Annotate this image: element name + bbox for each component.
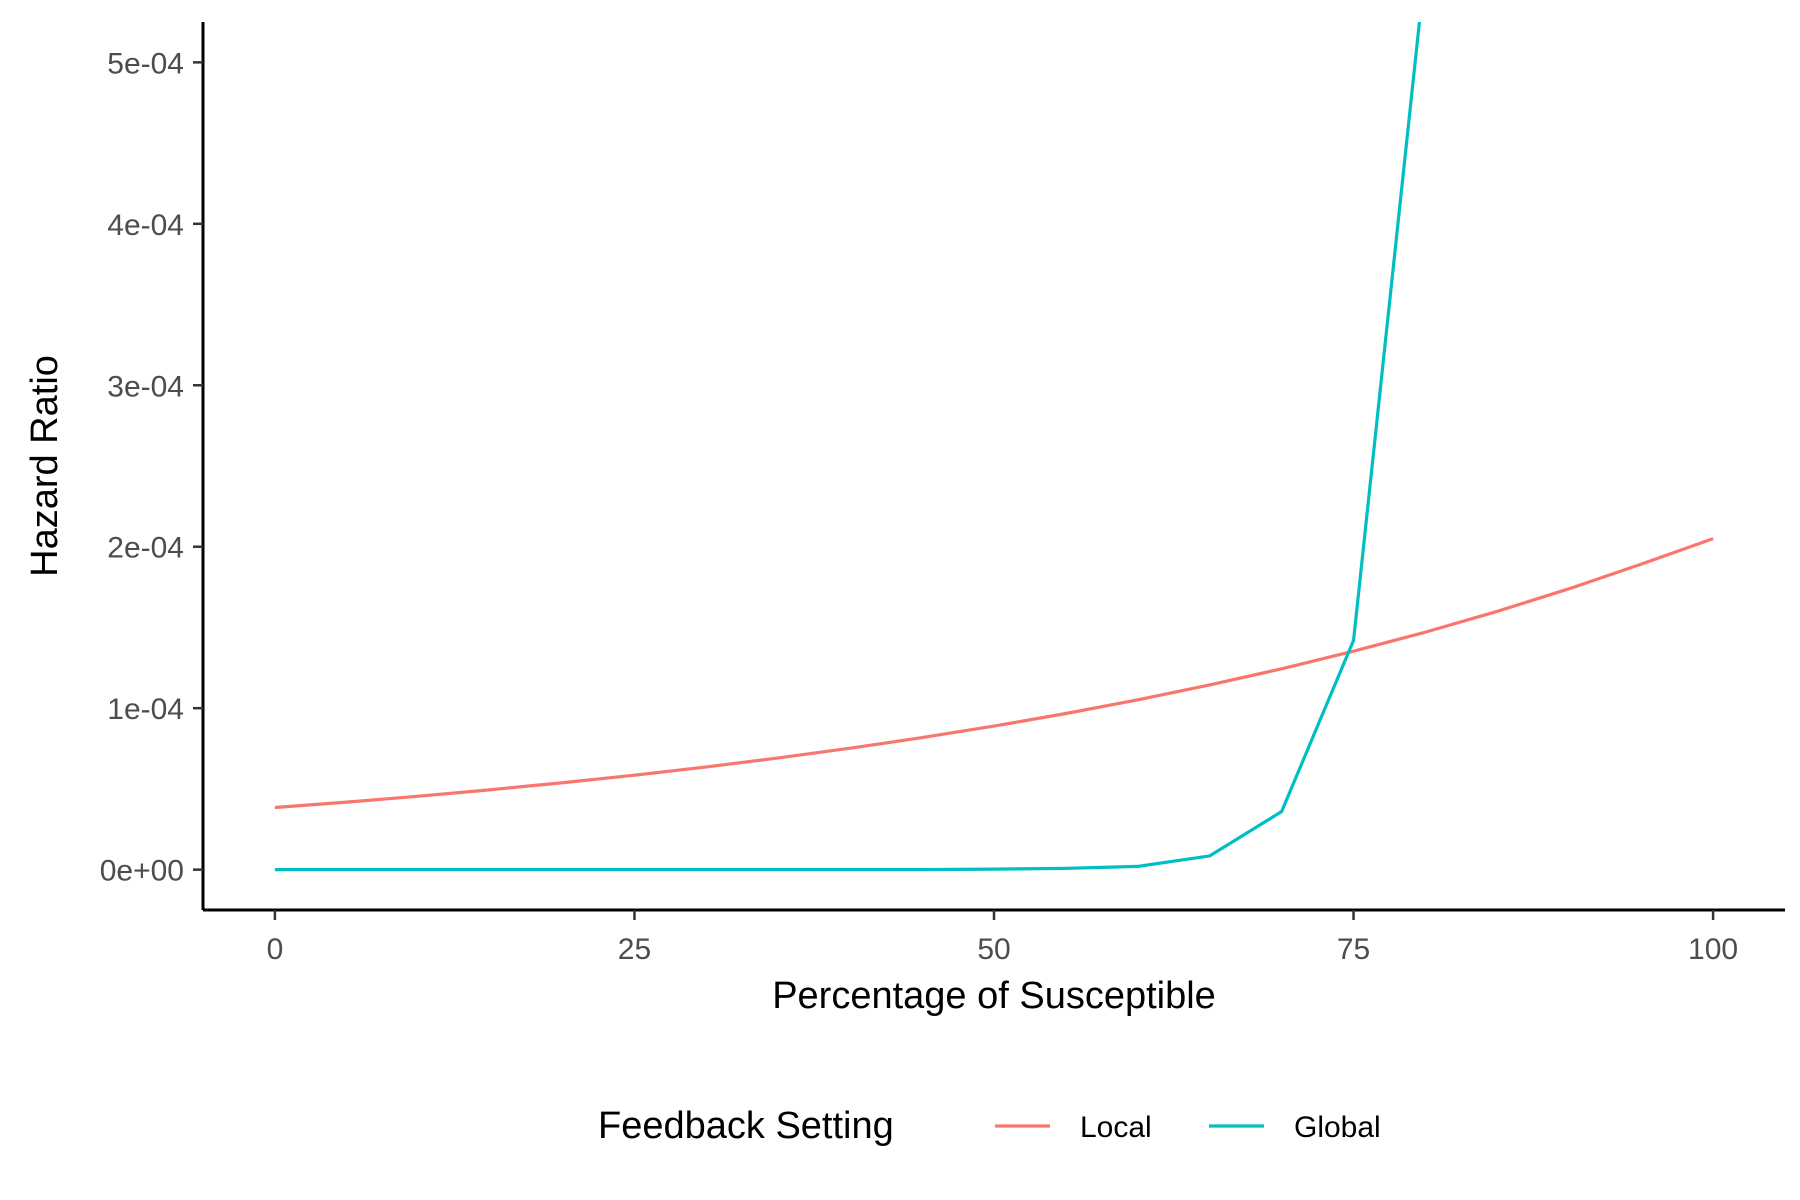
y-tick-label: 1e-04 [107, 693, 184, 726]
y-tick-label: 2e-04 [107, 532, 184, 565]
series-line-local [274, 537, 1714, 810]
x-axis-title: Percentage of Susceptible [772, 975, 1216, 1017]
x-tick-label: 75 [1337, 933, 1370, 966]
legend-items: Local Global [995, 1111, 1381, 1144]
y-tick-label: 0e+00 [100, 855, 184, 888]
x-tick-label: 25 [618, 933, 651, 966]
x-tick-label: 50 [977, 933, 1010, 966]
series-layer [274, 22, 1714, 872]
series-line-global [274, 22, 1422, 872]
legend-label-local: Local [1080, 1111, 1152, 1144]
y-tick-label: 5e-04 [107, 47, 184, 80]
x-ticks: 0 25 50 75 100 [267, 910, 1738, 966]
legend-title: Feedback Setting [598, 1105, 894, 1147]
legend: Feedback Setting Local Global [598, 1105, 1381, 1147]
y-tick-label: 4e-04 [107, 209, 184, 242]
legend-label-global: Global [1294, 1111, 1381, 1144]
y-tick-label: 3e-04 [107, 370, 184, 403]
x-tick-label: 0 [267, 933, 284, 966]
y-ticks: 0e+00 1e-04 2e-04 3e-04 4e-04 5e-04 [100, 47, 203, 888]
x-tick-label: 100 [1688, 933, 1738, 966]
y-axis-title: Hazard Ratio [24, 355, 66, 577]
